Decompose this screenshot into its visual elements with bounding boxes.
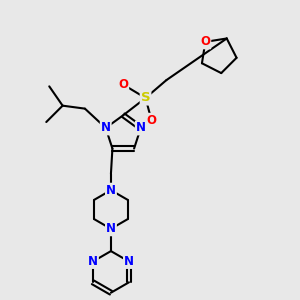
- Text: O: O: [200, 35, 210, 48]
- Text: N: N: [136, 122, 146, 134]
- Text: O: O: [146, 114, 157, 127]
- Text: N: N: [101, 122, 111, 134]
- Text: N: N: [106, 184, 116, 197]
- Text: O: O: [118, 78, 128, 91]
- Text: S: S: [141, 92, 150, 104]
- Text: N: N: [124, 255, 134, 268]
- Text: N: N: [106, 222, 116, 235]
- Text: N: N: [88, 255, 98, 268]
